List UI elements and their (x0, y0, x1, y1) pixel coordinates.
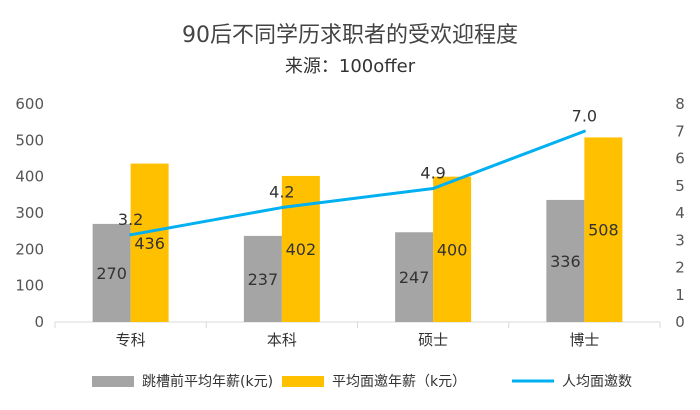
y-right-tick-label: 0 (675, 313, 685, 331)
bar (243, 235, 282, 322)
bar-data-label: 270 (96, 264, 127, 283)
y-right-tick-label: 1 (675, 286, 685, 304)
x-tick-label: 专科 (116, 331, 146, 349)
bar (395, 232, 434, 322)
y-right-tick-label: 8 (675, 95, 685, 113)
legend-label: 平均面邀年薪（k元） (332, 374, 466, 390)
bar (92, 223, 131, 322)
y-right-tick-label: 6 (675, 150, 685, 168)
bar (130, 163, 169, 322)
line-point (582, 129, 586, 133)
line-point (280, 206, 284, 210)
bar-data-label: 400 (437, 240, 468, 259)
legend-label: 人均面邀数 (562, 374, 632, 390)
line-series (130, 129, 585, 237)
y-right-tick-label: 4 (675, 204, 685, 222)
legend: 跳槽前平均年薪(k元) 平均面邀年薪（k元） 人均面邀数 (92, 373, 632, 390)
y-right-tick-label: 2 (675, 259, 685, 277)
bar (281, 175, 320, 322)
legend-label: 跳槽前平均年薪(k元) (142, 373, 273, 390)
bar-data-label: 508 (588, 221, 619, 240)
y-right-tick-label: 5 (675, 177, 685, 195)
y-right-tick-label: 3 (675, 231, 685, 249)
y-left-tick-label: 0 (34, 313, 44, 331)
y-left-tick-label: 500 (15, 131, 44, 149)
line-data-label: 7.0 (572, 106, 597, 125)
line-layer: 3.2 4.2 4.9 7.0 (118, 106, 597, 237)
y-left-tick-label: 100 (15, 277, 44, 295)
x-tick-label: 博士 (569, 331, 599, 349)
line-point (129, 233, 133, 237)
y-right-tick-label: 7 (675, 122, 685, 140)
y-left-tick-label: 600 (15, 95, 44, 113)
bar (584, 137, 623, 322)
line-data-label: 3.2 (118, 210, 143, 229)
chart-title: 90后不同学历求职者的受欢迎程度 (182, 23, 518, 48)
bar (546, 199, 585, 322)
line-data-label: 4.2 (269, 183, 294, 202)
y-left-tick-label: 200 (15, 240, 44, 258)
y-left-tick-label: 400 (15, 168, 44, 186)
bars: 270 237 247 336 436 402 400 508 (92, 137, 623, 322)
legend-swatch (92, 376, 134, 387)
chart-subtitle: 来源：100offer (285, 56, 416, 77)
bar-data-label: 237 (248, 270, 279, 289)
line-data-label: 4.9 (420, 163, 445, 182)
line-point (431, 186, 435, 190)
y-left-tick-label: 300 (15, 204, 44, 222)
bar-data-label: 402 (286, 240, 317, 259)
bar-data-label: 336 (550, 252, 581, 271)
x-tick-label: 硕士 (418, 331, 448, 349)
bar (433, 176, 472, 322)
legend-swatch (282, 376, 324, 387)
bar-data-label: 436 (134, 234, 165, 253)
x-tick-label: 本科 (267, 331, 297, 349)
bar-data-label: 247 (399, 268, 430, 287)
